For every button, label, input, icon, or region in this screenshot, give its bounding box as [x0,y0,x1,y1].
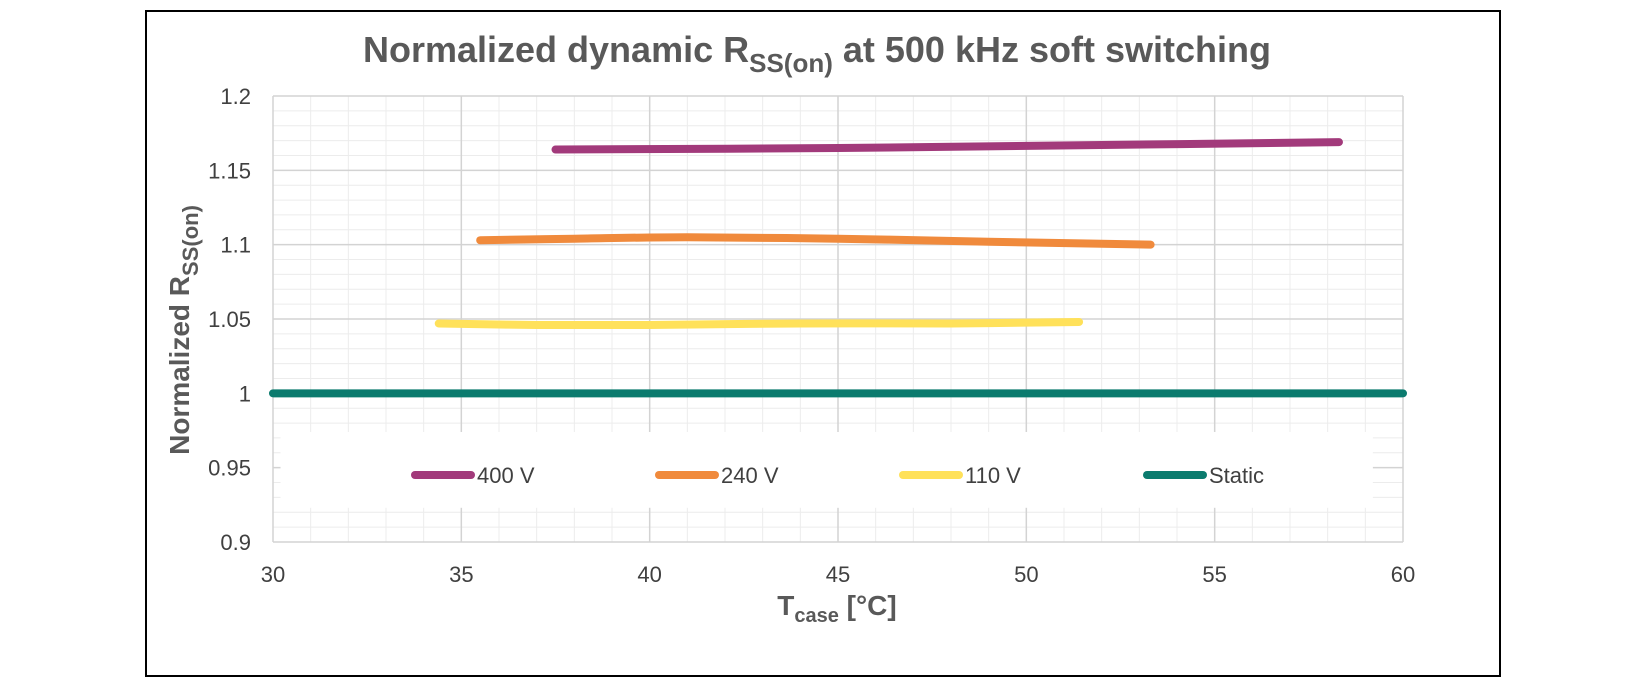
x-tick-label: 30 [261,562,285,587]
x-axis-title: Tcase [°C] [777,590,896,627]
legend: 400 V 240 V 110 V Static [411,463,1264,488]
x-tick-label: 45 [826,562,850,587]
y-tick-label: 1.2 [220,84,251,109]
legend-label-240-v: 240 V [721,463,779,488]
legend-label-110-v: 110 V [965,463,1021,488]
y-tick-label: 0.95 [208,456,251,481]
legend-background [280,431,1373,508]
series-line-400-v [551,138,1343,154]
x-tick-label: 35 [449,562,473,587]
y-tick-label: 1.05 [208,307,251,332]
legend-label-static: Static [1209,463,1264,488]
y-axis-title: Normalized RSS(on) [164,205,203,455]
series-layer [269,138,1407,398]
x-tick-label: 60 [1391,562,1415,587]
series-line-110-v [434,317,1084,330]
chart: 400 V 240 V 110 V Static 30 35 40 45 50 55 60 0.9… [164,29,1415,627]
chart-title: Normalized dynamic RSS(on) at 500 kHz so… [363,29,1271,78]
y-tick-label: 1.1 [220,233,251,258]
x-tick-label: 50 [1014,562,1038,587]
x-tick-label: 55 [1202,562,1226,587]
legend-label-400-v: 400 V [477,463,535,488]
series-line-240-v [476,233,1155,249]
y-tick-label: 1 [239,381,251,406]
y-tick-labels: 0.9 0.95 1 1.05 1.1 1.15 1.2 [208,84,251,555]
x-tick-labels: 30 35 40 45 50 55 60 [261,562,1415,587]
chart-frame: 400 V 240 V 110 V Static 30 35 40 45 50 55 60 0.9… [145,10,1501,677]
x-tick-label: 40 [637,562,661,587]
y-tick-label: 0.9 [220,530,251,555]
y-tick-label: 1.15 [208,158,251,183]
